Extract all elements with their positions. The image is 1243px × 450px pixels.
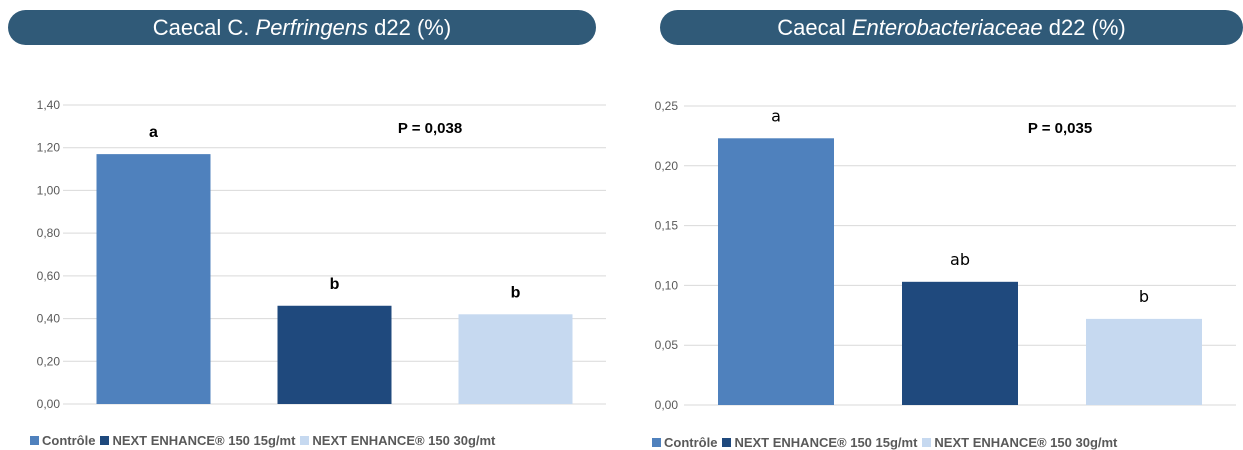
y-tick-label: 0,40 [37,312,61,326]
legend-item-controle: Contrôle [652,435,717,450]
significance-letter: ab [950,250,970,269]
significance-letter: a [149,124,158,141]
title-post: d22 (%) [368,15,452,40]
significance-letter: a [771,106,781,125]
legend-label: Contrôle [42,433,96,448]
p-value-annotation: P = 0,035 [1028,120,1092,137]
title-pre: Caecal C. [152,15,256,40]
y-tick-label: 0,15 [655,219,679,233]
y-tick-label: 0,20 [37,354,61,368]
title-pre: Caecal [777,15,852,40]
bar [96,154,211,404]
legend: Contrôle NEXT ENHANCE® 150 15g/mt NEXT E… [30,433,500,448]
bar-plot: 0,00 0,05 0,10 0,15 0,20 0,25 a ab b P = 0,035 [655,99,1236,412]
bar-plot: 0,00 0,20 0,40 0,60 0,80 1,00 1,20 1,40 a b b P = 0… [37,98,606,411]
chart-enterobacteriaceae: Caecal Enterobacteriaceae d22 (%) 0,00 0,… [622,0,1243,450]
title-italic: Perfringens [255,15,369,40]
y-tick-label: 1,20 [37,141,61,155]
legend-swatch [100,436,110,445]
y-tick-label: 0,80 [37,226,61,240]
y-tick-label: 0,10 [655,278,679,292]
legend-label: NEXT ENHANCE® 150 15g/mt [112,433,296,448]
title-post: d22 (%) [1042,15,1126,40]
legend: Contrôle NEXT ENHANCE® 150 15g/mt NEXT E… [652,435,1122,450]
y-tick-label: 1,00 [37,183,61,197]
bar [1086,318,1202,405]
y-tick-label: 0,00 [655,398,679,412]
legend-swatch [722,438,732,447]
title-italic: Enterobacteriaceae [851,15,1043,40]
legend-label: NEXT ENHANCE® 150 15g/mt [734,435,918,450]
chart-title: Caecal Enterobacteriaceae d22 (%) [660,10,1243,45]
bar [458,314,573,404]
legend-item-15g: NEXT ENHANCE® 150 15g/mt [100,433,295,448]
legend-item-controle: Contrôle [30,433,95,448]
significance-letter: b [330,276,340,293]
bar [277,305,392,404]
p-value-annotation: P = 0,038 [398,120,462,137]
y-tick-label: 0,00 [37,397,61,411]
legend-swatch [30,436,39,445]
chart-title: Caecal C. Perfringens d22 (%) [8,10,596,45]
significance-letter: b [511,284,521,301]
legend-item-15g: NEXT ENHANCE® 150 15g/mt [722,435,917,450]
bar [718,138,834,406]
legend-item-30g: NEXT ENHANCE® 150 30g/mt [300,433,495,448]
y-tick-label: 1,40 [37,98,61,112]
legend-swatch [652,438,661,447]
legend-label: NEXT ENHANCE® 150 30g/mt [312,433,496,448]
bar [902,281,1018,405]
legend-label: NEXT ENHANCE® 150 30g/mt [934,435,1118,450]
y-tick-label: 0,60 [37,269,61,283]
chart-perfringens: Caecal C. Perfringens d22 (%) 0,00 0,20 0,… [0,0,612,450]
y-tick-label: 0,20 [655,159,679,173]
legend-swatch [300,436,310,445]
legend-swatch [922,438,932,447]
y-tick-label: 0,25 [655,99,679,113]
significance-letter: b [1139,287,1149,306]
y-tick-label: 0,05 [655,338,679,352]
legend-label: Contrôle [664,435,718,450]
legend-item-30g: NEXT ENHANCE® 150 30g/mt [922,435,1117,450]
